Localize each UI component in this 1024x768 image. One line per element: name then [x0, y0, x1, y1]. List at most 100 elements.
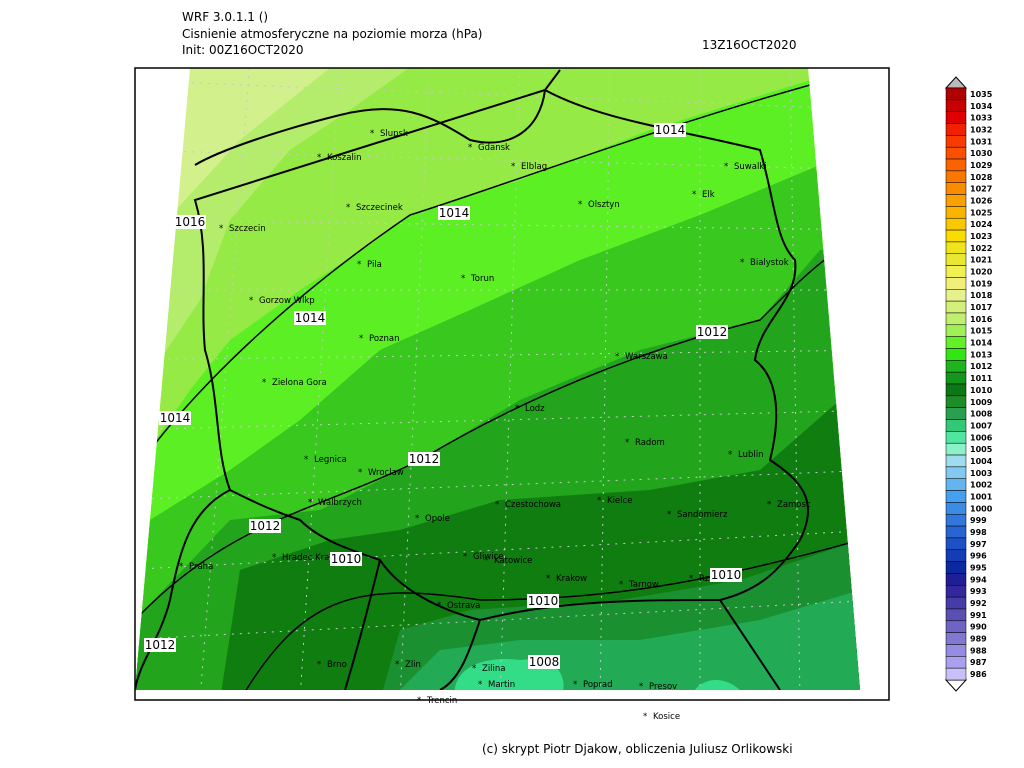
colorbar-swatch [945, 111, 967, 124]
colorbar-label: 992 [970, 599, 987, 608]
city-name: Sandomierz [677, 510, 728, 520]
isobar-label: 1008 [529, 655, 560, 669]
credits: (c) skrypt Piotr Djakow, obliczenia Juli… [482, 742, 793, 756]
city-name: Presov [649, 682, 677, 692]
colorbar-swatch [945, 608, 967, 622]
colorbar-label: 998 [970, 528, 987, 537]
isobar-label: 1012 [697, 325, 728, 339]
colorbar-label: 1007 [970, 421, 992, 430]
colorbar-label: 1010 [970, 386, 993, 395]
colorbar-swatch [945, 466, 967, 479]
city-name: Poznan [369, 334, 399, 344]
colorbar-label: 1030 [970, 149, 993, 158]
colorbar-swatch [945, 123, 967, 136]
colorbar-label: 1031 [970, 137, 993, 146]
isobar-label-box [144, 638, 176, 652]
isobar-label-box [249, 519, 281, 533]
graticule [135, 68, 860, 690]
city-name: Zlin [405, 660, 421, 670]
isobar-label: 1012 [145, 638, 176, 652]
colorbar-swatch [945, 442, 967, 456]
city-marker: * [370, 129, 374, 139]
city-marker: * [484, 556, 488, 566]
colorbar-label: 991 [970, 611, 987, 620]
colorbar-swatch [945, 336, 967, 349]
colorbar-arrow-bottom [944, 679, 968, 692]
colorbar-swatch [945, 371, 967, 385]
city-name: Lublin [738, 450, 763, 460]
city-marker: * [395, 660, 399, 670]
pressure-fields [135, 68, 860, 690]
colorbar-label: 1022 [970, 244, 992, 253]
isobar-label: 1014 [160, 411, 191, 425]
city-marker: * [272, 553, 276, 563]
colorbar-swatch [945, 537, 967, 551]
isobar-label: 1012 [409, 452, 440, 466]
colorbar-swatch [945, 194, 967, 207]
city-marker: * [573, 680, 577, 690]
colorbar-label: 1032 [970, 125, 992, 134]
city-marker: * [357, 260, 361, 270]
city-name: Torun [470, 274, 494, 284]
isobar-label: 1014 [655, 123, 686, 137]
isobar-label-box [174, 215, 206, 229]
borders [135, 69, 810, 690]
city-marker: * [546, 574, 550, 584]
city-name: Pila [367, 260, 382, 270]
isobar-label: 1010 [528, 594, 559, 608]
city-name: Ostrava [447, 601, 480, 611]
city-marker: * [619, 580, 623, 590]
colorbar-swatch [945, 454, 967, 468]
city-name: Szczecinek [356, 203, 403, 213]
colorbar-label: 1026 [970, 196, 993, 205]
colorbar-swatch [945, 360, 967, 373]
colorbar-swatch [945, 431, 967, 444]
colorbar-label: 1005 [970, 445, 993, 454]
isobar-label-box [159, 411, 191, 425]
city-name: Praha [189, 562, 213, 572]
colorbar-label: 1003 [970, 469, 992, 478]
country-border [193, 69, 810, 622]
city-marker: * [578, 200, 582, 210]
colorbar-arrow-top [944, 76, 968, 89]
colorbar-label: 1020 [970, 268, 993, 277]
city-name: Radom [635, 438, 665, 448]
city-name: Poprad [583, 680, 613, 690]
city-marker: * [639, 682, 643, 692]
city-marker: * [667, 510, 671, 520]
city-marker: * [615, 352, 619, 362]
colorbar-label: 1025 [970, 208, 993, 217]
city-name: Walbrzych [318, 498, 362, 508]
city-marker: * [415, 514, 419, 524]
city-marker: * [249, 296, 253, 306]
colorbar-swatch [945, 561, 967, 574]
city-marker: * [179, 562, 183, 572]
city-marker: * [219, 224, 223, 234]
colorbar: 1035 1034 1033 1032 1031 1030 1029 1028 1027 1026… [944, 76, 993, 692]
city-name: Koszalin [327, 153, 362, 163]
city-name: Warszawa [625, 352, 668, 362]
country-border [135, 489, 781, 690]
city-name: Wroclaw [368, 468, 404, 478]
city-name: Opole [425, 514, 450, 524]
city-marker: * [478, 680, 482, 690]
city-name: Zamosc [777, 500, 811, 510]
city-name: Trencin [426, 696, 457, 706]
colorbar-swatch [945, 620, 967, 633]
colorbar-label: 994 [970, 575, 987, 584]
colorbar-label: 1023 [970, 232, 992, 241]
colorbar-swatch [945, 182, 967, 195]
colorbar-swatch [945, 265, 967, 278]
isobar-label: 1010 [711, 568, 742, 582]
map-title: Cisnienie atmosferyczne na poziomie morz… [182, 27, 483, 41]
colorbar-swatch [945, 383, 967, 397]
city-marker: * [597, 496, 601, 506]
city-name: Gliwice [473, 552, 504, 562]
city-marker: * [740, 258, 744, 268]
colorbar-swatch [945, 667, 967, 681]
colorbar-swatch [945, 490, 967, 503]
colorbar-label: 988 [970, 646, 987, 655]
city-name: Hradec Kralove [282, 553, 347, 563]
